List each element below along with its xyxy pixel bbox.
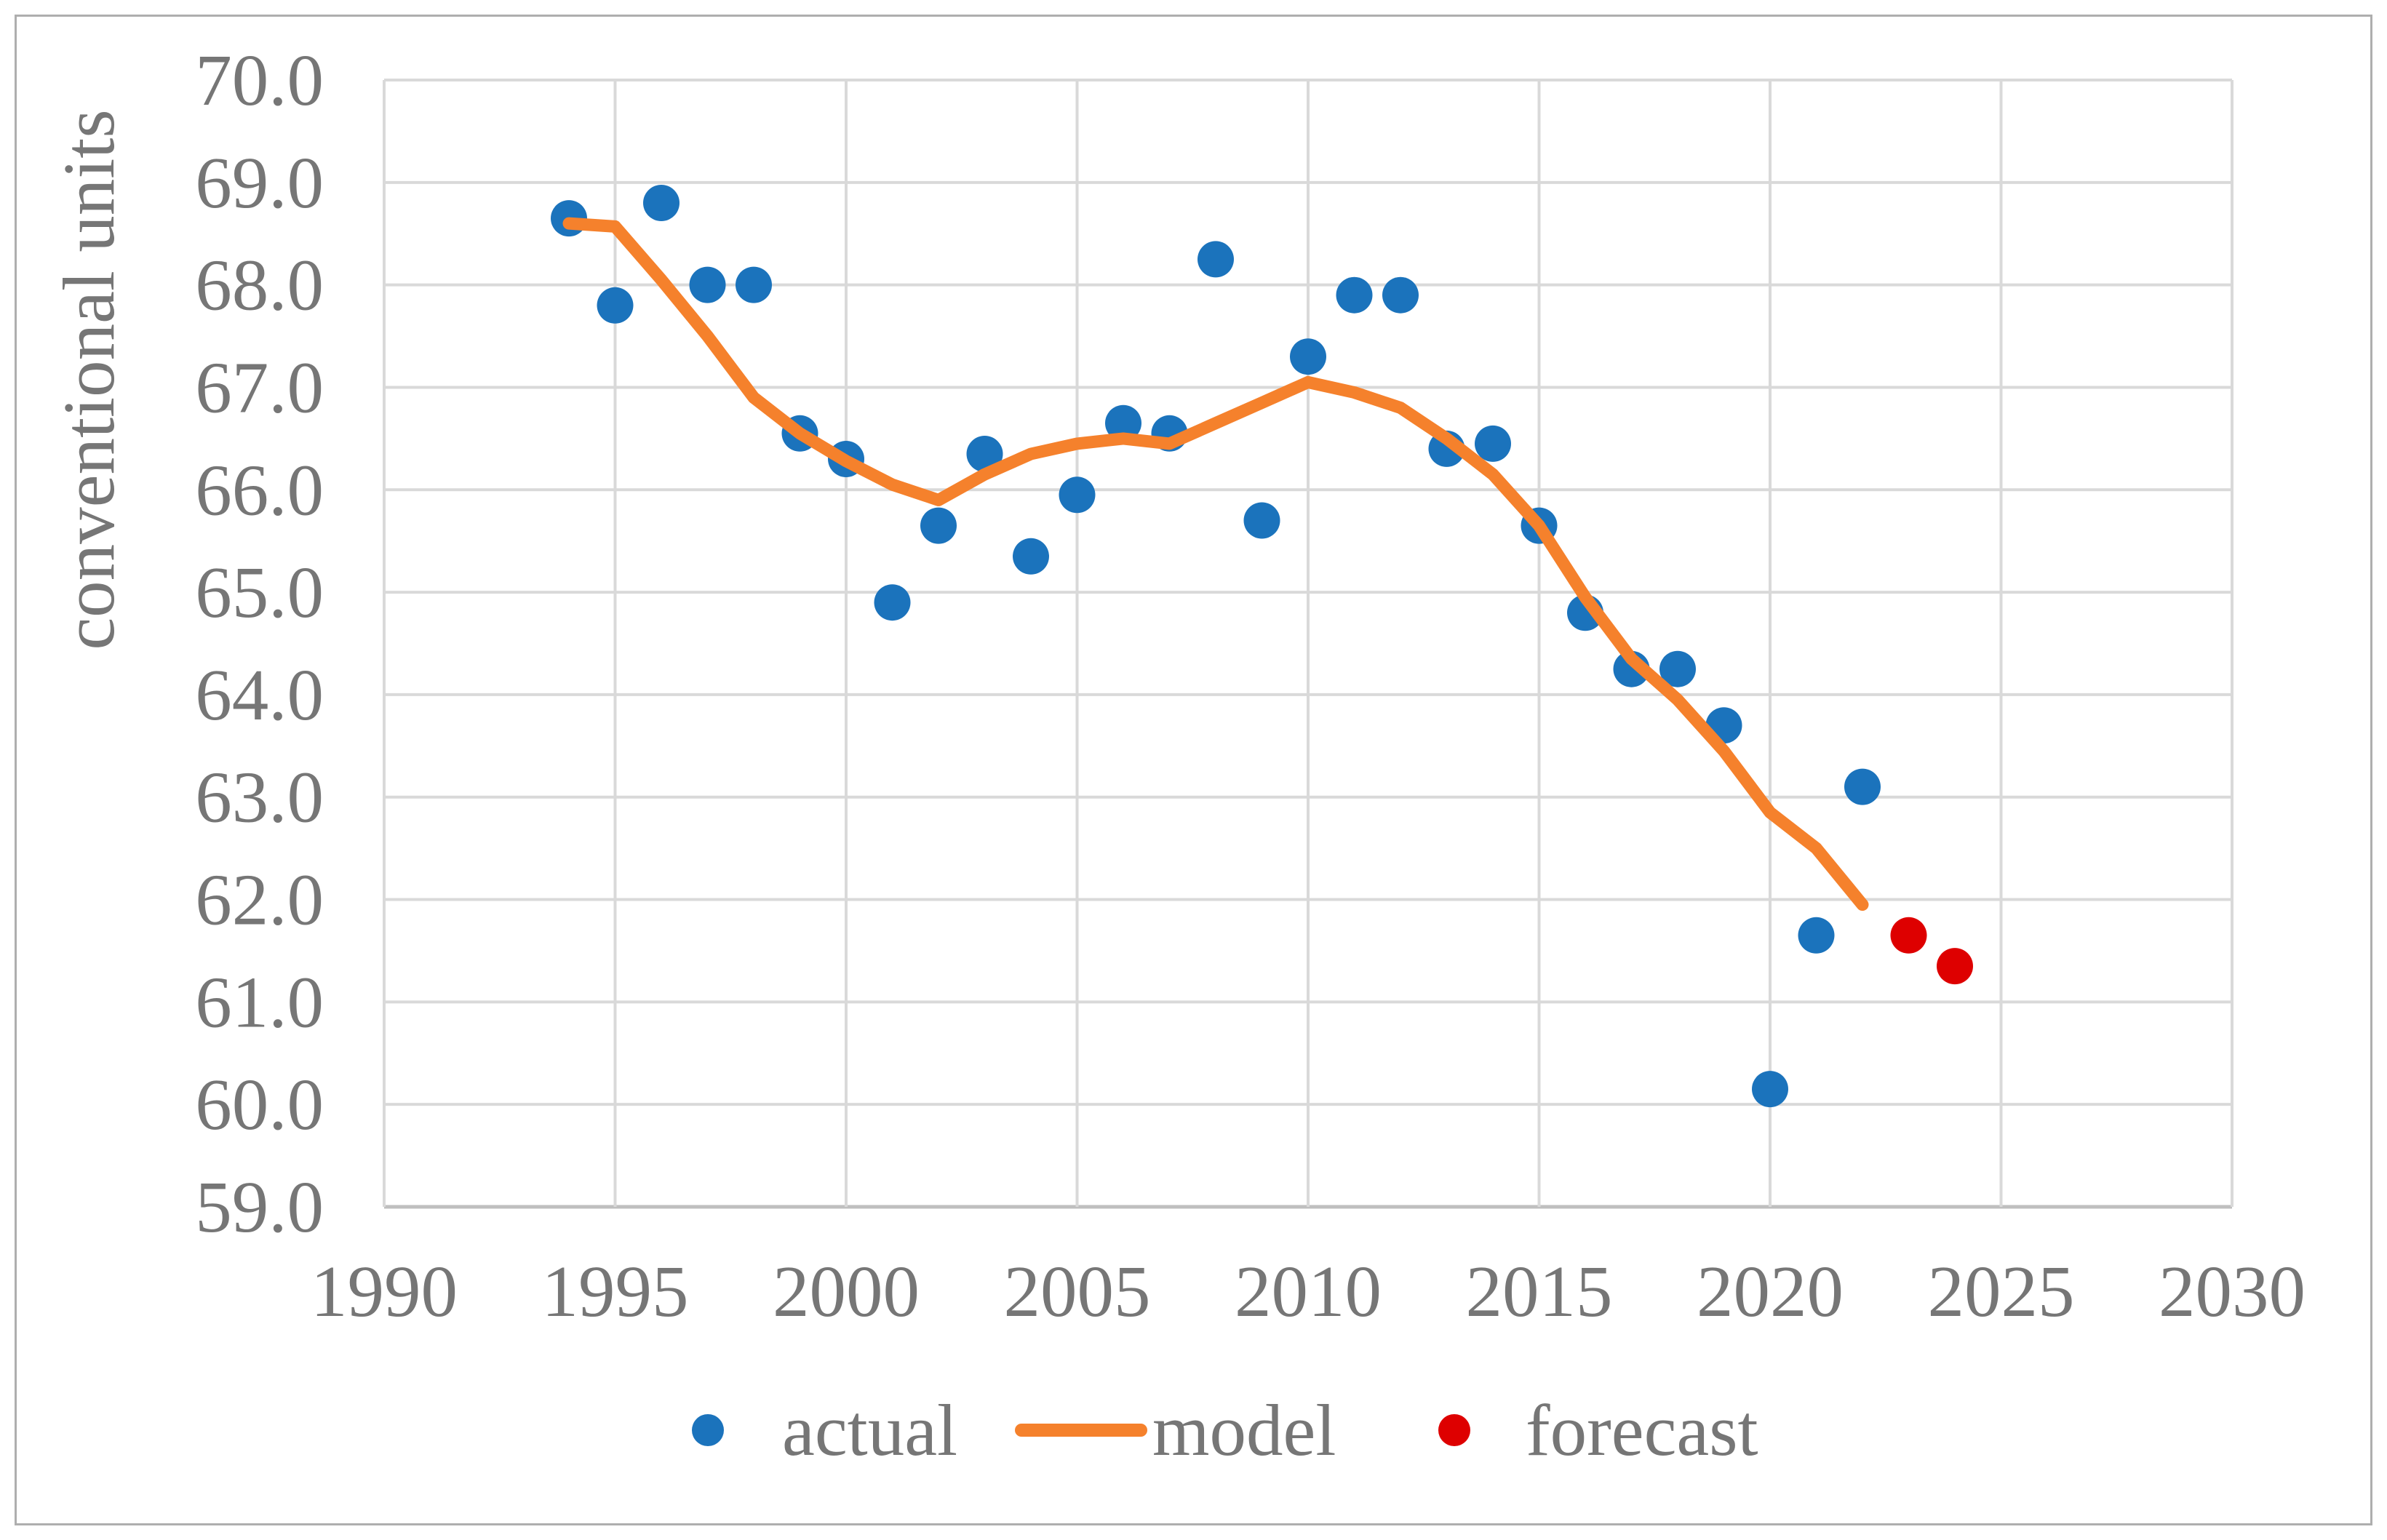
series-actual-point[interactable] [1336,276,1373,314]
x-tick-label: 1990 [311,1250,458,1332]
series-actual-point[interactable] [1105,404,1141,442]
x-tick-label: 2020 [1697,1250,1844,1332]
series-actual-point[interactable] [597,287,634,324]
axis-tick-labels: 70.0 69.0 68.0 67.0 66.0 65.0 64.0 63.0 62.0 61.0… [195,39,2306,1332]
legend: actual model forecast [692,1389,1758,1471]
y-tick-label: 68.0 [195,244,324,326]
x-tick-label: 1995 [542,1250,689,1332]
y-tick-label: 61.0 [195,961,324,1042]
series-actual-point[interactable] [920,507,957,544]
series-actual-point[interactable] [1059,476,1096,514]
y-tick-label: 69.0 [195,142,324,223]
series-actual-point[interactable] [1798,917,1835,954]
legend-marker-actual-icon[interactable] [692,1414,724,1446]
series-actual-point[interactable] [1382,276,1419,314]
series-actual-point[interactable] [643,185,680,221]
legend-label-model[interactable]: model [1152,1389,1336,1471]
legend-label-actual[interactable]: actual [782,1389,957,1471]
y-tick-label: 70.0 [195,39,324,121]
y-tick-label: 62.0 [195,859,324,941]
series-actual-point[interactable] [1844,768,1881,805]
series-model-line[interactable] [562,217,1869,911]
x-tick-label: 2015 [1466,1250,1613,1332]
y-tick-label: 63.0 [195,757,324,838]
y-tick-label: 60.0 [195,1064,324,1145]
y-tick-label: 65.0 [195,551,324,633]
y-tick-label: 67.0 [195,346,324,428]
x-tick-label: 2010 [1235,1250,1382,1332]
series-actual-point[interactable] [1013,538,1049,575]
series-actual-point[interactable] [689,266,726,303]
x-tick-label: 2000 [773,1250,920,1332]
series-actual-point[interactable] [1243,502,1280,539]
series-actual-point[interactable] [1290,338,1326,375]
gridlines [383,79,2233,1209]
x-tick-label: 2025 [1928,1250,2075,1332]
series-actual-point[interactable] [1659,650,1696,687]
data-series [551,185,1973,1108]
series-actual-point[interactable] [966,436,1003,472]
y-tick-label: 66.0 [195,449,324,530]
legend-marker-forecast-icon[interactable] [1438,1414,1470,1446]
series-actual-point[interactable] [736,266,772,303]
x-tick-label: 2005 [1004,1250,1151,1332]
y-axis-title: conventional units [48,109,129,650]
legend-label-forecast[interactable]: forecast [1526,1389,1758,1471]
series-forecast-point[interactable] [1937,948,1973,985]
series-actual-point[interactable] [1198,241,1234,278]
series-actual-point[interactable] [874,584,911,621]
series-forecast-point[interactable] [1890,917,1927,954]
series-actual-point[interactable] [1475,425,1511,462]
series-actual-point[interactable] [1752,1071,1788,1108]
y-tick-label: 64.0 [195,654,324,735]
x-tick-label: 2030 [2159,1250,2306,1332]
y-tick-label: 59.0 [195,1166,324,1248]
